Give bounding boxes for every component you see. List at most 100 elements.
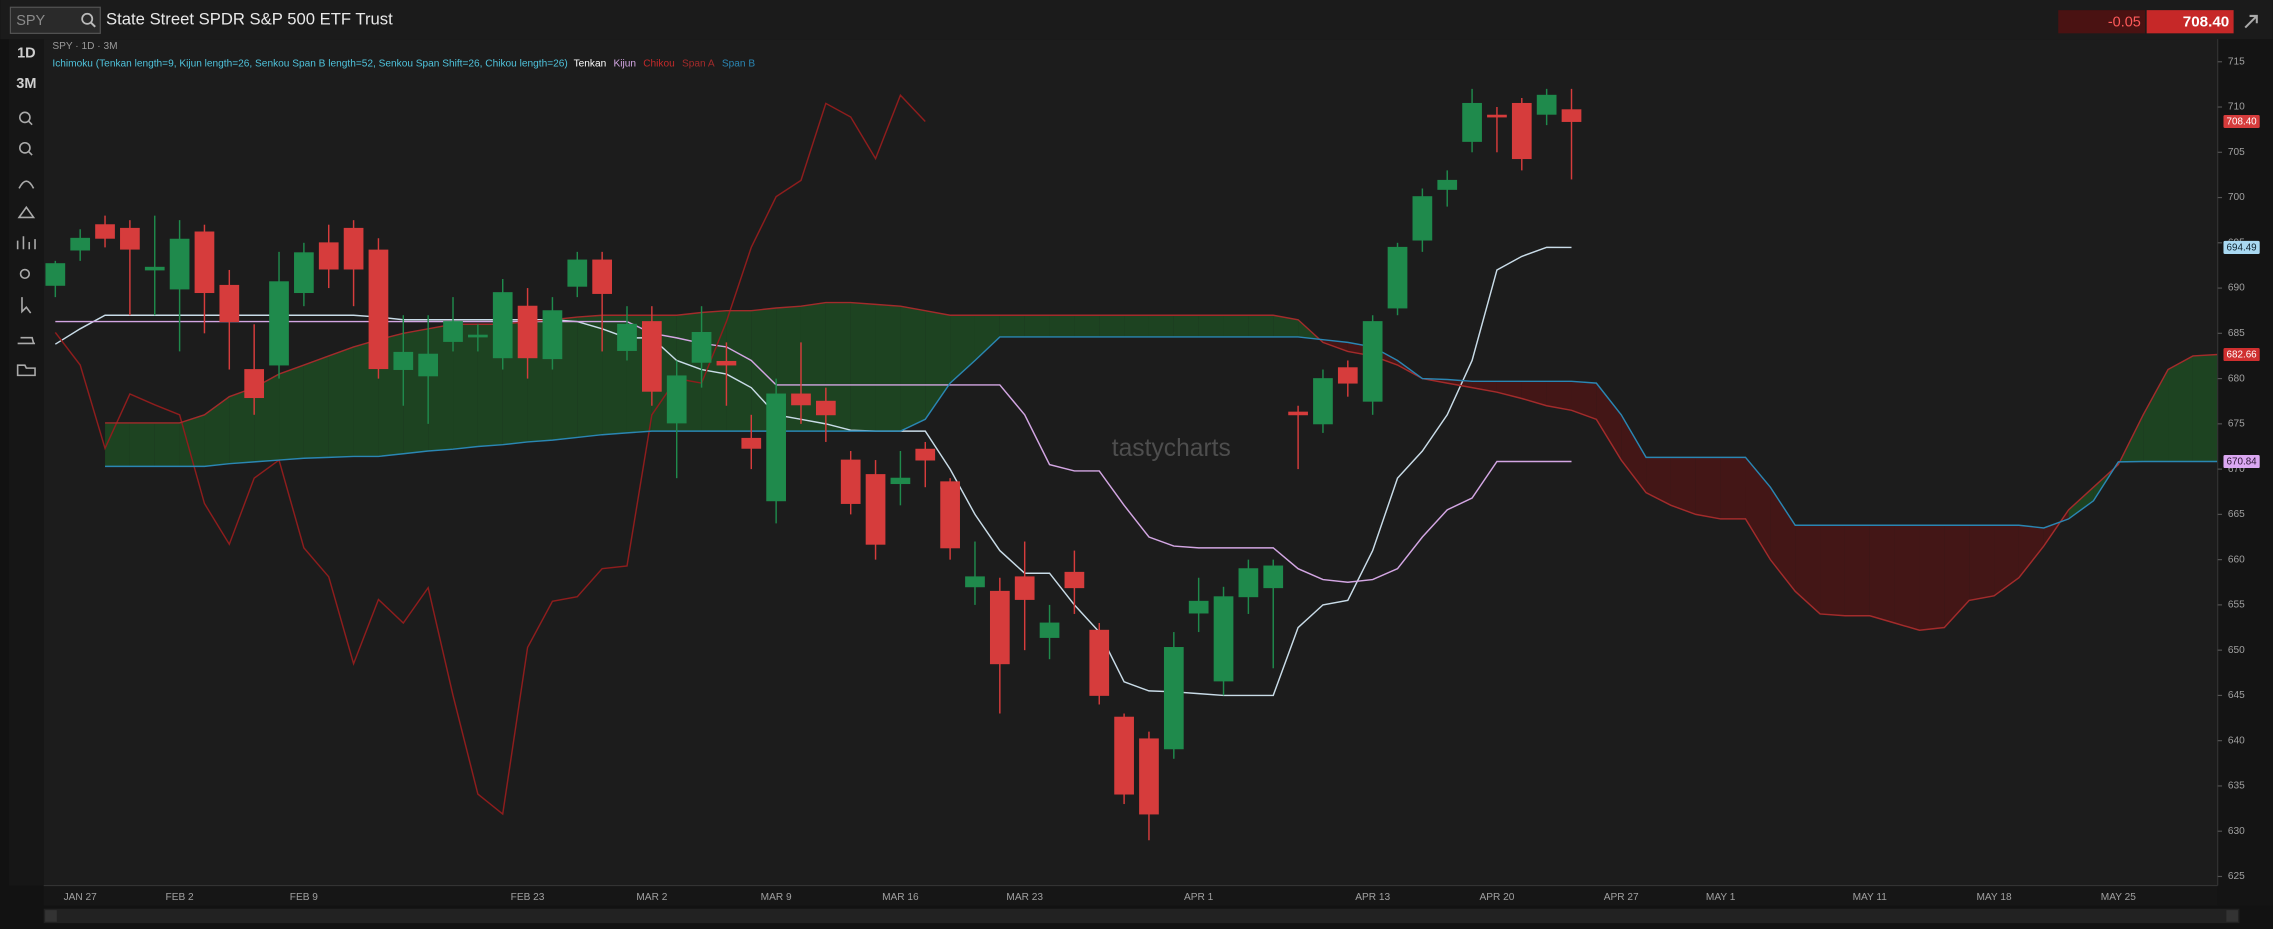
cloud-segment <box>1571 381 1597 420</box>
y-tick-label: 670 <box>2228 464 2245 475</box>
cloud-segment <box>1198 315 1224 337</box>
cloud-segment <box>2168 355 2193 462</box>
y-tick-label: 715 <box>2228 56 2245 67</box>
x-tick-label: MAY 1 <box>1706 892 1736 903</box>
scroll-right[interactable] <box>2226 910 2238 922</box>
candle-body <box>815 400 836 416</box>
candle-body <box>940 481 960 549</box>
cloud-segment <box>1223 315 1249 337</box>
candle-body <box>542 310 563 360</box>
candle-body <box>840 459 861 504</box>
x-tick-label: APR 1 <box>1184 892 1214 903</box>
symbol-input[interactable]: SPY <box>16 13 45 29</box>
axis-layer: 625 630 635 640 645 650 655 660 665 670 675 680 685 6… <box>64 56 2260 903</box>
timeframe-button[interactable]: 1D <box>17 45 36 61</box>
candle-body <box>1114 716 1134 795</box>
indicator-icon[interactable] <box>18 180 35 189</box>
scroll-left[interactable] <box>45 910 57 922</box>
candle-body <box>741 437 762 449</box>
cloud-segment <box>1820 525 1845 616</box>
candle-body <box>343 227 364 270</box>
indicator-price-tag: 682.66 <box>2227 350 2258 361</box>
cloud-segment <box>1099 315 1125 337</box>
y-tick-label: 630 <box>2228 826 2245 837</box>
cloud-segment <box>1969 525 1995 601</box>
popout-icon[interactable] <box>2244 14 2258 29</box>
candle-body <box>393 351 414 370</box>
cloud-segment <box>229 387 255 464</box>
indicator-price-tag-bg <box>2223 454 2260 469</box>
legend-entry: Tenkan <box>574 58 607 69</box>
candle-body <box>1462 102 1482 142</box>
cloud-segment <box>1024 315 1050 337</box>
y-tick-label: 625 <box>2228 871 2245 882</box>
candle-body <box>1089 629 1110 696</box>
zoom-out-icon[interactable] <box>19 141 31 154</box>
candle-body <box>716 360 737 366</box>
cloud-segment <box>179 414 205 467</box>
x-tick-label: APR 20 <box>1479 892 1514 903</box>
y-tick-label: 635 <box>2228 781 2245 792</box>
cloud-segment <box>403 328 429 454</box>
candle-body <box>517 305 538 359</box>
cloud-segment <box>2068 487 2094 519</box>
cloud-segment <box>1670 457 1696 515</box>
drawing-icon[interactable] <box>17 205 36 219</box>
zoom-in-icon[interactable] <box>19 111 31 124</box>
cloud-segment <box>328 346 354 458</box>
candle-body <box>219 284 240 322</box>
range-button[interactable]: 3M <box>16 76 36 92</box>
top-bar <box>0 0 2273 40</box>
template-icon[interactable] <box>17 336 36 345</box>
cloud-segment <box>1994 525 2019 596</box>
cloud-segment <box>1844 525 1870 616</box>
legend-entry: Chikou <box>643 58 675 69</box>
cursor-icon[interactable] <box>21 297 32 314</box>
cloud-segment <box>1273 315 1299 337</box>
cloud-segment <box>974 315 1000 361</box>
zoom-in-handle <box>27 120 33 126</box>
cloud-segment <box>1894 525 1920 631</box>
cloud-segment <box>1919 525 1945 631</box>
last-price-tag: 708.40 <box>2227 117 2258 128</box>
candle-body <box>1213 596 1234 682</box>
cloud-segment <box>1074 315 1100 337</box>
x-tick-label: FEB 2 <box>166 892 195 903</box>
x-tick-label: MAY 18 <box>1977 892 2012 903</box>
indicator-line <box>55 320 1572 583</box>
open-icon[interactable] <box>16 364 36 377</box>
candle-body <box>1014 576 1035 600</box>
symbol-search[interactable] <box>9 6 101 34</box>
search-icon[interactable] <box>81 12 94 25</box>
candle-body <box>1139 738 1159 815</box>
zoom-out-handle <box>27 150 33 156</box>
cloud-segment <box>577 315 603 438</box>
x-tick-label: FEB 23 <box>511 892 545 903</box>
x-tick-label: APR 27 <box>1604 892 1639 903</box>
candle-body <box>865 474 886 545</box>
scrollbar[interactable] <box>43 908 2240 924</box>
settings-icon[interactable] <box>19 268 31 280</box>
chart-subtitle: SPY · 1D · 3M <box>52 41 117 52</box>
candle-body <box>965 576 985 588</box>
candle-body <box>194 231 215 294</box>
change-box <box>2058 10 2146 34</box>
candle-body <box>1536 94 1557 115</box>
candle-body <box>1362 321 1383 402</box>
candle-body <box>418 353 439 377</box>
x-tick-label: MAY 11 <box>1853 892 1888 903</box>
candle-body <box>1188 600 1209 614</box>
legend-title: Ichimoku (Tenkan length=9, Kijun length=… <box>52 58 567 69</box>
candle-body <box>269 281 289 366</box>
indicator-line <box>105 336 2218 529</box>
cloud-segment <box>2018 525 2044 578</box>
indicator-price-tag-bg <box>2223 240 2260 254</box>
candle-body <box>791 393 811 406</box>
studies-icon[interactable] <box>16 236 36 250</box>
cloud-segment <box>875 304 901 432</box>
y-tick-label: 665 <box>2228 509 2245 520</box>
candle-body <box>1313 378 1333 425</box>
x-tick-label: MAR 9 <box>761 892 792 903</box>
cloud-segment <box>428 324 454 452</box>
